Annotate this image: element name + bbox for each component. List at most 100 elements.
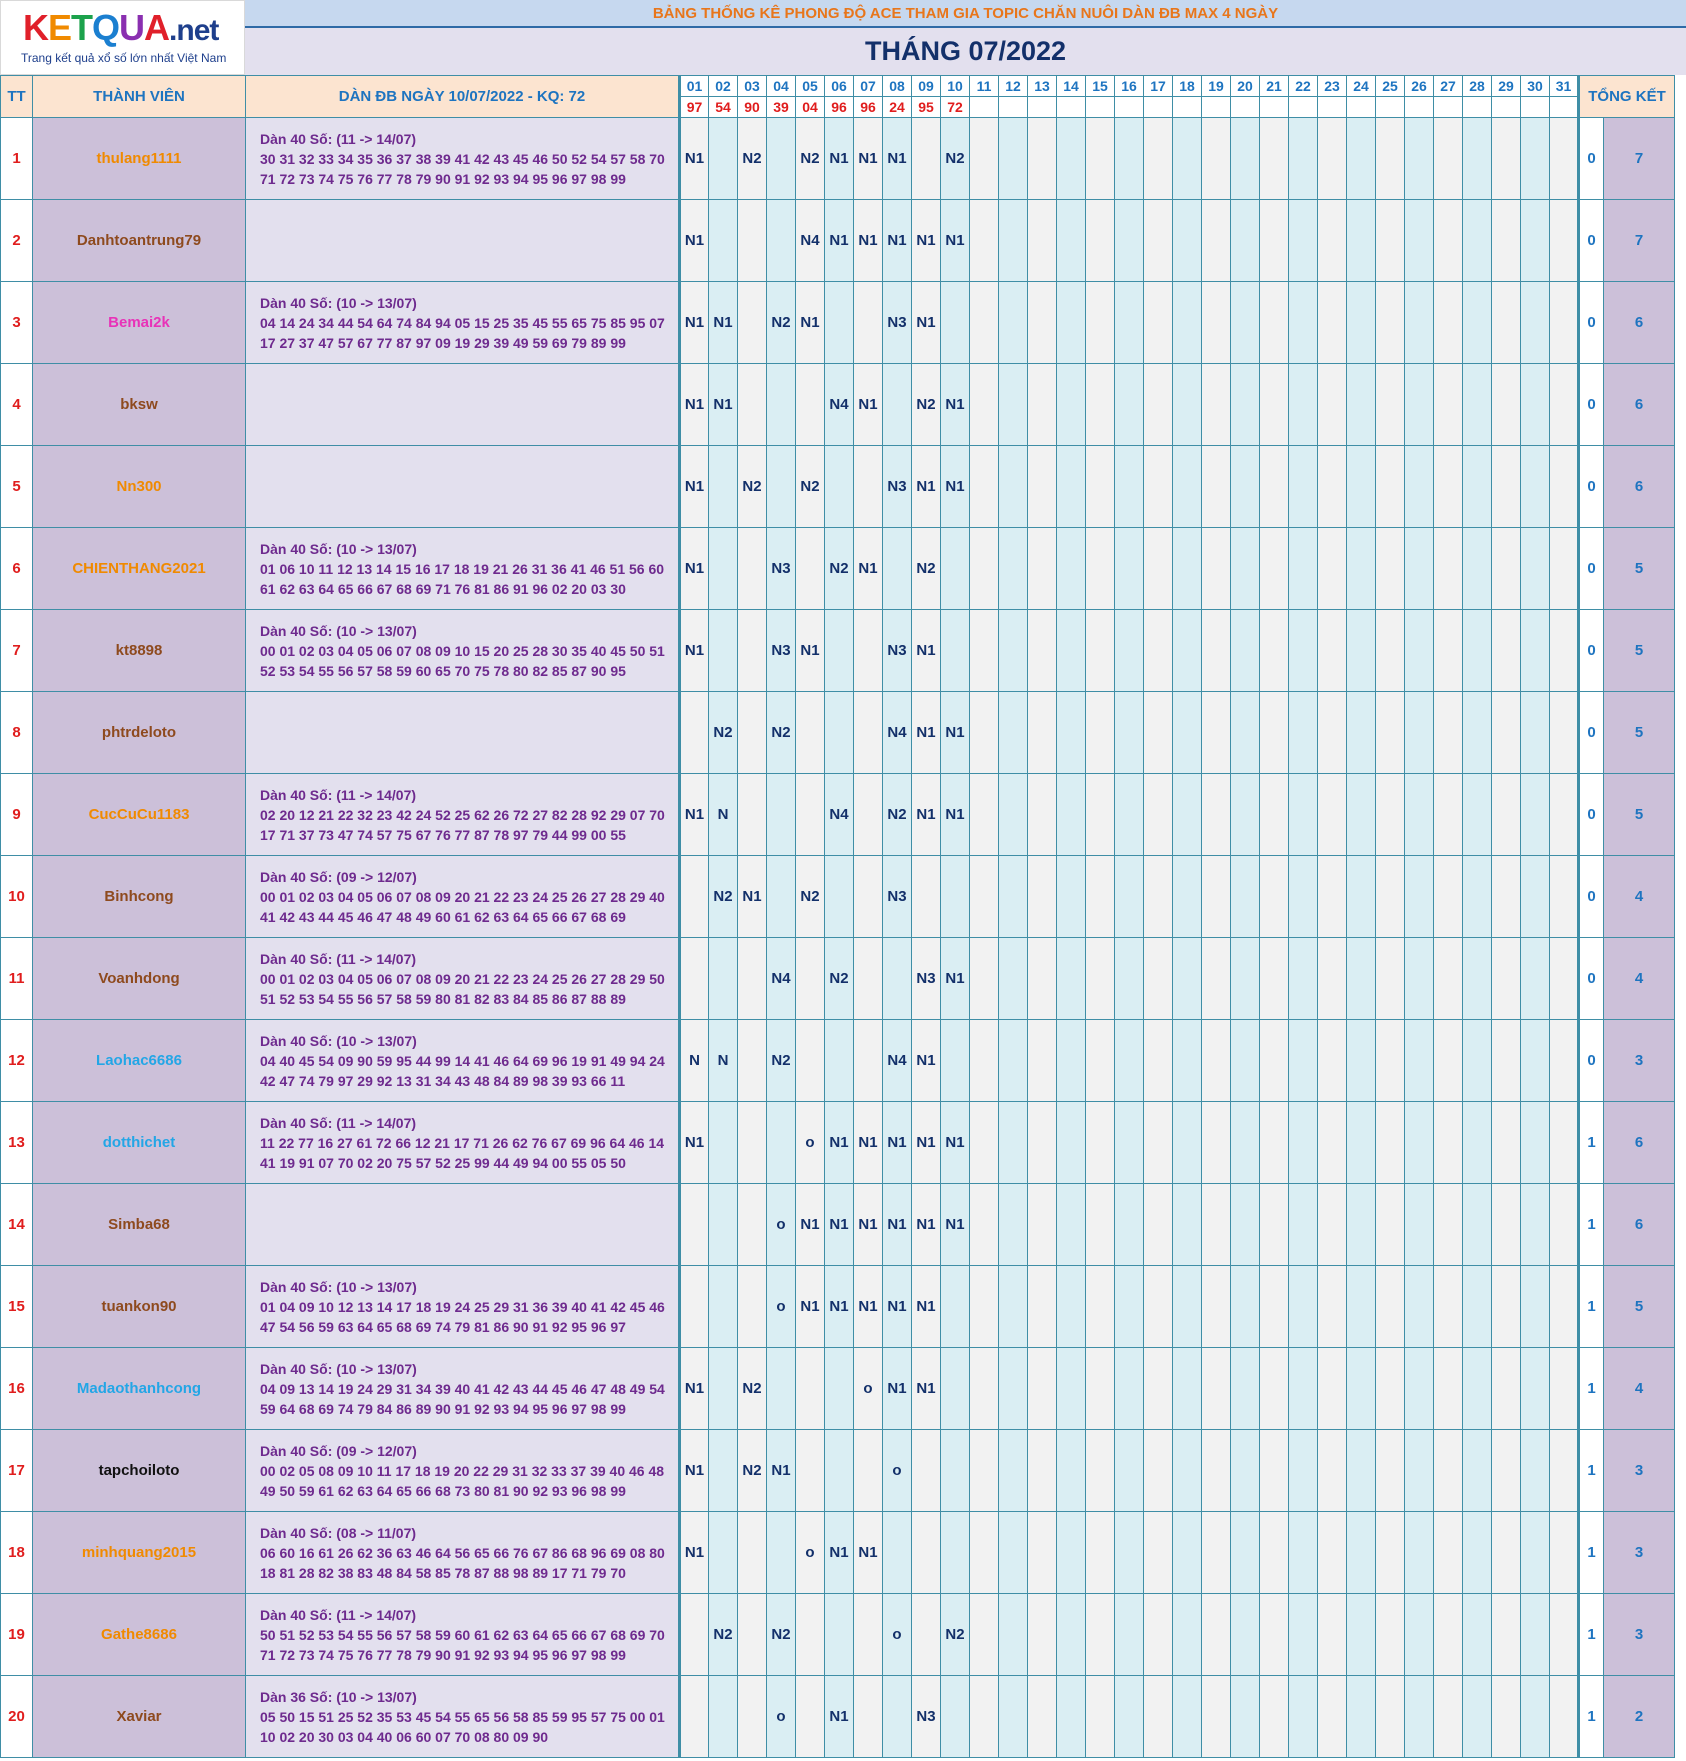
day-mark xyxy=(1085,1347,1115,1430)
result-count: 0 xyxy=(1577,199,1604,282)
day-mark xyxy=(1143,199,1173,282)
day-mark xyxy=(1201,199,1231,282)
day-mark xyxy=(1259,773,1289,856)
member-name[interactable]: tapchoiloto xyxy=(32,1429,246,1512)
member-name[interactable]: tuankon90 xyxy=(32,1265,246,1348)
day-header: 24 xyxy=(1346,75,1376,97)
day-mark xyxy=(1056,609,1086,692)
day-mark xyxy=(1230,855,1260,938)
ketqua-logo[interactable]: KETQUA.net Trang kết quả xổ số lớn nhất … xyxy=(0,0,245,75)
day-mark: N1 xyxy=(795,1183,825,1266)
day-mark xyxy=(1375,691,1405,774)
day-mark xyxy=(1520,1347,1550,1430)
day-mark xyxy=(853,937,883,1020)
day-mark: N4 xyxy=(766,937,796,1020)
day-mark xyxy=(1288,1183,1318,1266)
member-name[interactable]: phtrdeloto xyxy=(32,691,246,774)
day-mark xyxy=(1433,199,1463,282)
day-mark xyxy=(1462,527,1492,610)
day-mark xyxy=(1143,1429,1173,1512)
day-header: 22 xyxy=(1288,75,1318,97)
day-mark: N xyxy=(708,773,738,856)
day-mark xyxy=(824,1593,854,1676)
result-count: 1 xyxy=(1577,1347,1604,1430)
day-mark xyxy=(1491,527,1521,610)
day-mark xyxy=(1491,609,1521,692)
day-mark xyxy=(1230,363,1260,446)
day-mark xyxy=(1143,855,1173,938)
day-mark xyxy=(998,937,1028,1020)
day-mark: N1 xyxy=(853,527,883,610)
member-name[interactable]: Nn300 xyxy=(32,445,246,528)
day-mark xyxy=(1317,1675,1347,1758)
member-name[interactable]: Binhcong xyxy=(32,855,246,938)
day-mark xyxy=(1549,1511,1579,1594)
day-mark xyxy=(1404,1101,1434,1184)
member-name[interactable]: minhquang2015 xyxy=(32,1511,246,1594)
day-mark: N2 xyxy=(824,937,854,1020)
day-mark: N2 xyxy=(737,1347,767,1430)
header-member: THÀNH VIÊN xyxy=(32,75,246,118)
table-row: 11 Voanhdong Dàn 40 Số: (11 -> 14/07) 00 01… xyxy=(0,937,1675,1020)
day-header: 18 xyxy=(1172,75,1202,97)
member-name[interactable]: Laohac6686 xyxy=(32,1019,246,1102)
row-number: 12 xyxy=(0,1019,33,1102)
day-result xyxy=(1404,96,1434,118)
dan-numbers: 00 01 02 03 04 05 06 07 08 09 20 21 22 2… xyxy=(260,970,665,987)
dan-cell: Dàn 40 Số: (08 -> 11/07) 06 60 16 61 26 6… xyxy=(245,1511,680,1594)
result-count: 0 xyxy=(1577,445,1604,528)
day-mark xyxy=(1230,609,1260,692)
day-header: 09 xyxy=(911,75,941,97)
day-mark xyxy=(1230,527,1260,610)
day-mark: N1 xyxy=(824,117,854,200)
member-name[interactable]: dotthichet xyxy=(32,1101,246,1184)
member-name[interactable]: bksw xyxy=(32,363,246,446)
dan-numbers: 49 50 59 61 62 63 64 65 66 68 73 80 81 9… xyxy=(260,1482,626,1499)
member-name[interactable]: CucCuCu1183 xyxy=(32,773,246,856)
member-name[interactable]: kt8898 xyxy=(32,609,246,692)
row-number: 13 xyxy=(0,1101,33,1184)
day-mark xyxy=(1520,1101,1550,1184)
day-header: 11 xyxy=(969,75,999,97)
day-mark xyxy=(998,445,1028,528)
day-mark xyxy=(1404,609,1434,692)
member-name[interactable]: Danhtoantrung79 xyxy=(32,199,246,282)
day-mark xyxy=(998,773,1028,856)
dan-summary: Dàn 40 Số: (08 -> 11/07) xyxy=(260,1524,417,1541)
day-mark xyxy=(1462,1183,1492,1266)
day-mark: N1 xyxy=(824,199,854,282)
table-row: 16 Madaothanhcong Dàn 40 Số: (10 -> 13/07)… xyxy=(0,1347,1675,1430)
member-name[interactable]: CHIENTHANG2021 xyxy=(32,527,246,610)
table-row: 18 minhquang2015 Dàn 40 Số: (08 -> 11/07) 0… xyxy=(0,1511,1675,1594)
day-mark xyxy=(1375,1429,1405,1512)
day-mark xyxy=(1317,691,1347,774)
day-mark: N1 xyxy=(795,609,825,692)
day-mark xyxy=(1404,1347,1434,1430)
day-mark xyxy=(678,855,709,938)
member-name[interactable]: thulang1111 xyxy=(32,117,246,200)
member-name[interactable]: Bemai2k xyxy=(32,281,246,364)
member-name[interactable]: Simba68 xyxy=(32,1183,246,1266)
day-mark xyxy=(678,1675,709,1758)
day-mark: o xyxy=(853,1347,883,1430)
total-count: 6 xyxy=(1603,445,1675,528)
day-mark xyxy=(1085,855,1115,938)
day-mark xyxy=(1027,773,1057,856)
day-header: 01 xyxy=(678,75,709,97)
day-mark xyxy=(1259,1183,1289,1266)
day-mark: N1 xyxy=(678,117,709,200)
row-number: 10 xyxy=(0,855,33,938)
day-mark: N1 xyxy=(708,363,738,446)
day-mark xyxy=(1230,199,1260,282)
member-name[interactable]: Xaviar xyxy=(32,1675,246,1758)
day-mark xyxy=(1433,1429,1463,1512)
member-name[interactable]: Madaothanhcong xyxy=(32,1347,246,1430)
member-name[interactable]: Gathe8686 xyxy=(32,1593,246,1676)
day-mark xyxy=(737,691,767,774)
row-number: 16 xyxy=(0,1347,33,1430)
day-mark xyxy=(1433,445,1463,528)
day-mark xyxy=(1375,527,1405,610)
day-mark xyxy=(1259,363,1289,446)
member-name[interactable]: Voanhdong xyxy=(32,937,246,1020)
